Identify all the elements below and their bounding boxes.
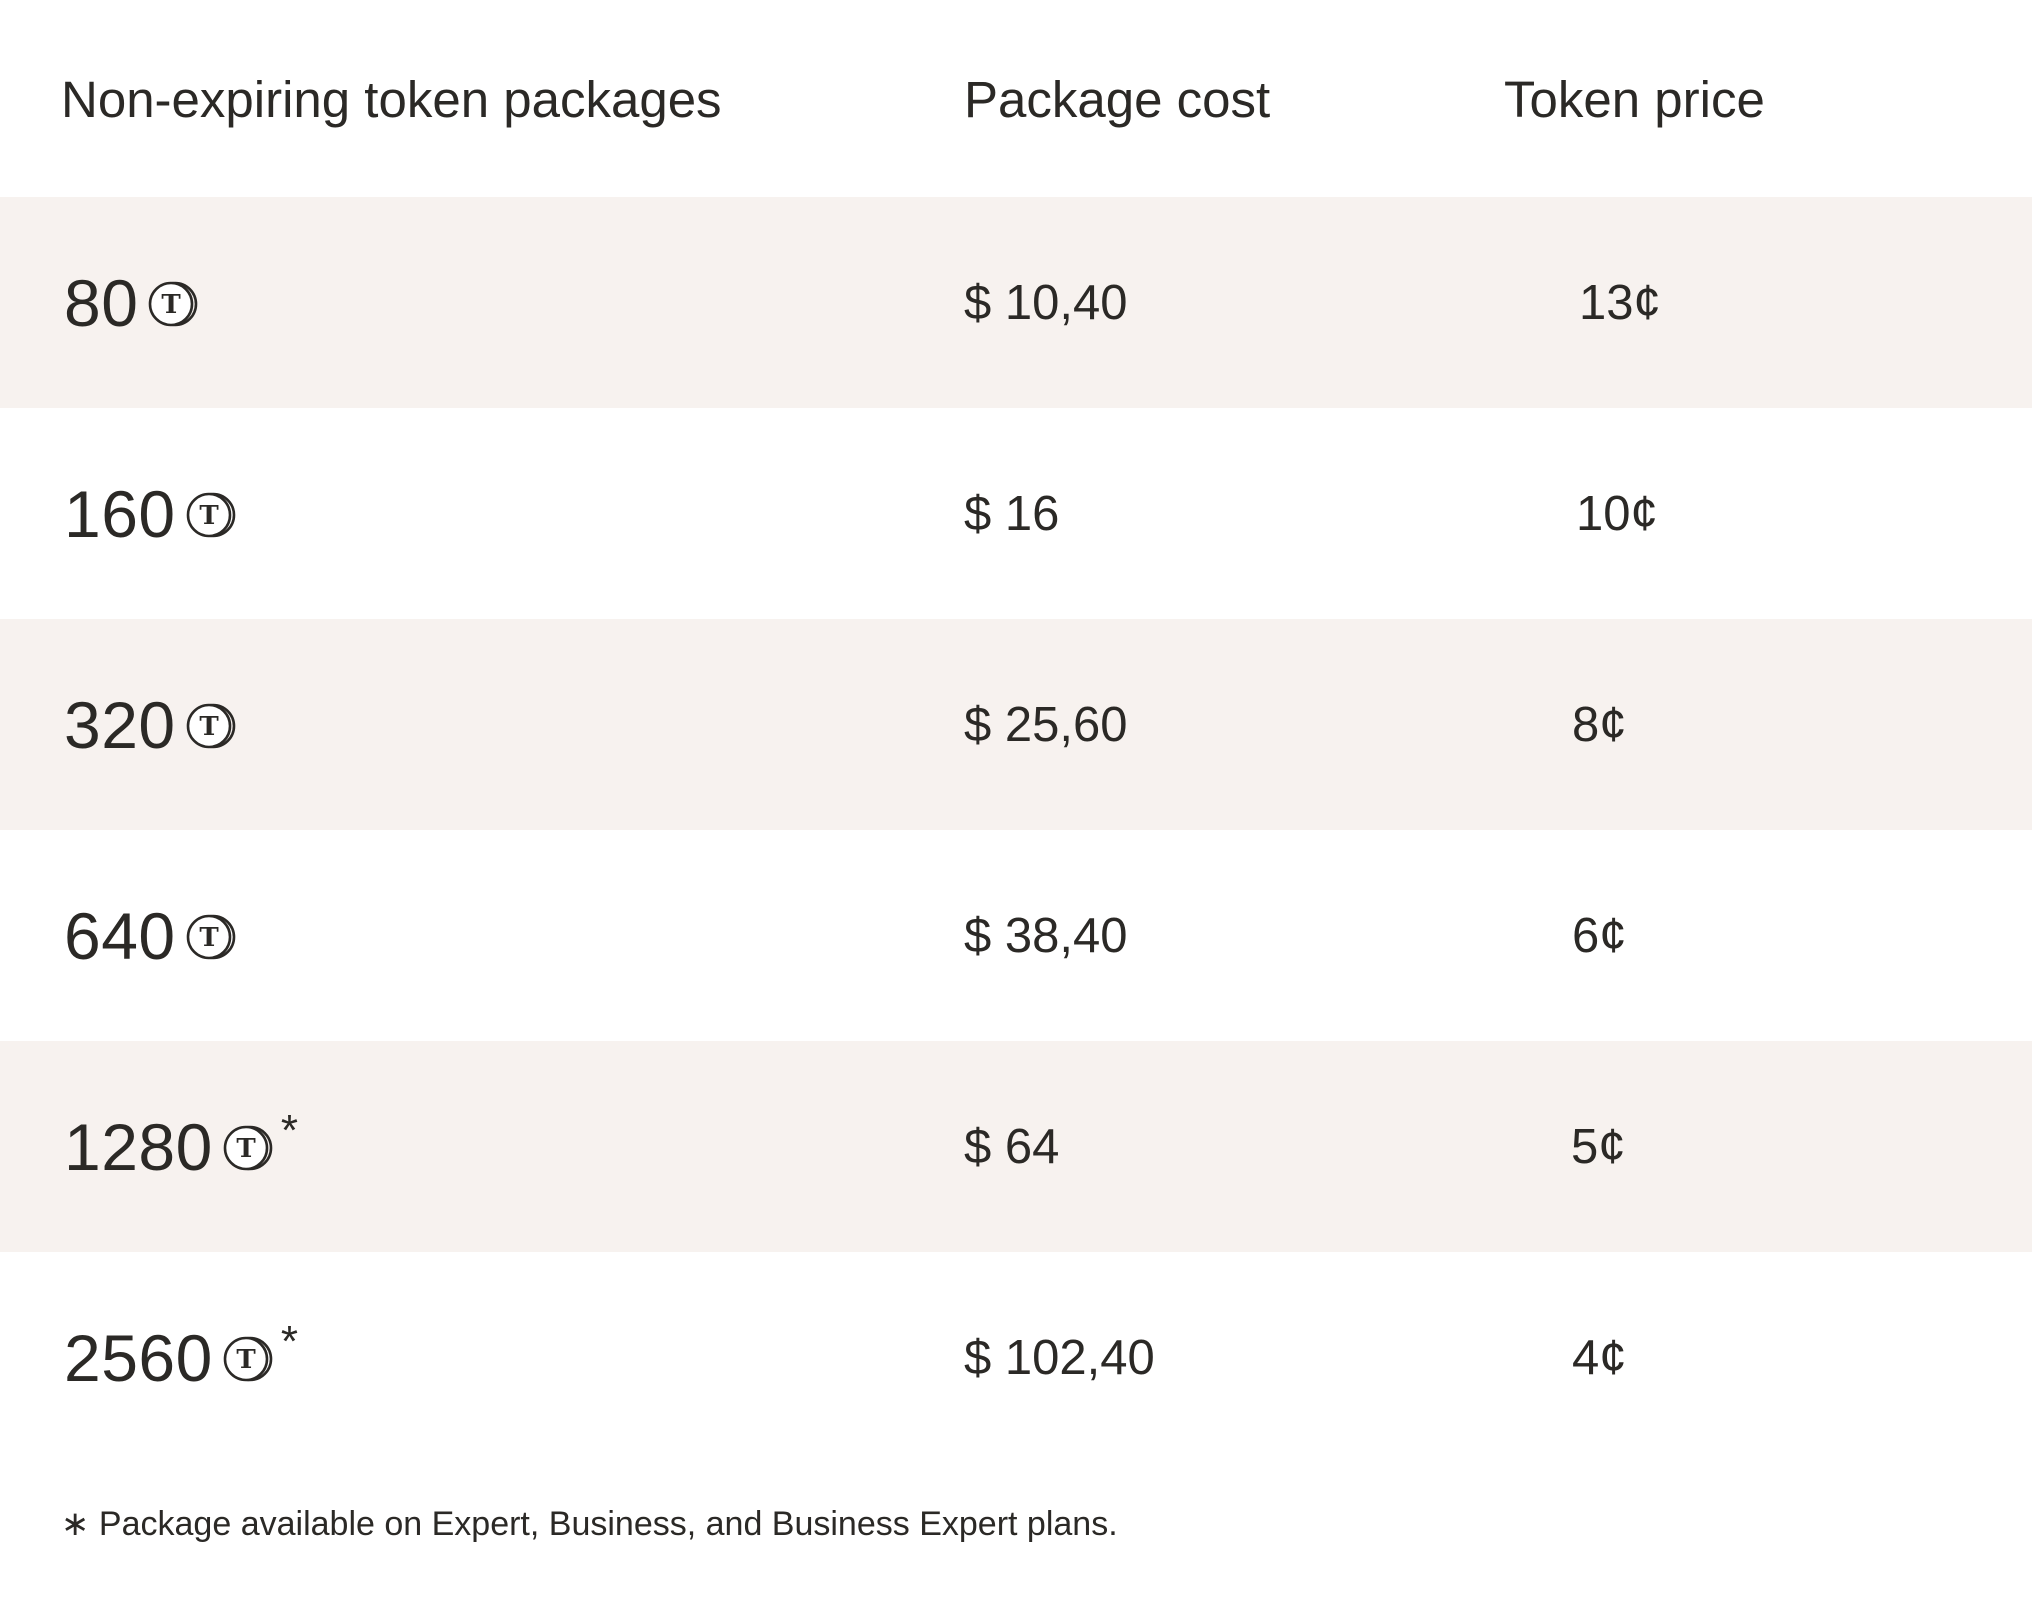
table-row: 1280 T * $ 64 5¢ (0, 1041, 2032, 1252)
token-coin-icon: T (223, 1125, 273, 1170)
table-row: 2560 T * $ 102,40 4¢ (0, 1252, 2032, 1463)
package-cell: 640 T (64, 830, 236, 1041)
package-cell: 160 T (64, 408, 236, 619)
package-cost-cell: $ 38,40 (964, 908, 1128, 963)
table-row: 320 T $ 25,60 8¢ (0, 619, 2032, 830)
table-row: 80 T $ 10,40 13¢ (0, 197, 2032, 408)
package-cost-cell: $ 64 (964, 1119, 1060, 1174)
token-icon-letter: T (162, 290, 182, 320)
package-cell: 2560 T * (64, 1252, 298, 1463)
token-coin-icon: T (186, 914, 235, 959)
package-tokens: 80 (64, 265, 139, 340)
header-token-price: Token price (1504, 71, 1765, 128)
table-header: Non-expiring token packages Package cost… (0, 0, 2032, 197)
token-coin-icon: T (223, 1336, 273, 1381)
package-cost-cell: $ 16 (964, 486, 1060, 541)
token-coin-icon: T (149, 281, 198, 326)
token-price-cell: 6¢ (1572, 908, 1627, 963)
token-icon-letter: T (199, 923, 219, 953)
availability-asterisk: * (280, 1316, 298, 1366)
header-packages: Non-expiring token packages (61, 71, 722, 128)
availability-asterisk: * (280, 1105, 298, 1155)
package-cost-cell: $ 10,40 (964, 275, 1128, 330)
token-price-cell: 5¢ (1571, 1119, 1626, 1174)
package-cell: 320 T (64, 619, 236, 830)
table-row: 640 T $ 38,40 6¢ (0, 830, 2032, 1041)
package-tokens: 320 (64, 687, 176, 762)
package-tokens: 640 (64, 898, 176, 973)
footnote: ∗ Package available on Expert, Business,… (61, 1505, 1118, 1543)
package-tokens: 1280 (64, 1109, 213, 1184)
token-coin-icon: T (186, 703, 235, 748)
package-tokens: 2560 (64, 1320, 213, 1395)
package-tokens: 160 (64, 476, 176, 551)
token-price-cell: 8¢ (1572, 697, 1627, 752)
token-icon-letter: T (236, 1134, 256, 1164)
package-cost-cell: $ 102,40 (964, 1330, 1155, 1385)
token-price-cell: 10¢ (1576, 486, 1658, 541)
token-icon-letter: T (199, 501, 219, 531)
package-cell: 80 T (64, 197, 198, 408)
token-packages-table: Non-expiring token packages Package cost… (0, 0, 2032, 1463)
package-cost-cell: $ 25,60 (964, 697, 1128, 752)
token-icon-letter: T (199, 712, 219, 742)
token-price-cell: 13¢ (1579, 275, 1661, 330)
token-coin-icon: T (186, 492, 235, 537)
header-package-cost: Package cost (964, 71, 1271, 128)
token-price-cell: 4¢ (1572, 1330, 1627, 1385)
table-row: 160 T $ 16 10¢ (0, 408, 2032, 619)
package-cell: 1280 T * (64, 1041, 298, 1252)
token-icon-letter: T (236, 1345, 256, 1375)
